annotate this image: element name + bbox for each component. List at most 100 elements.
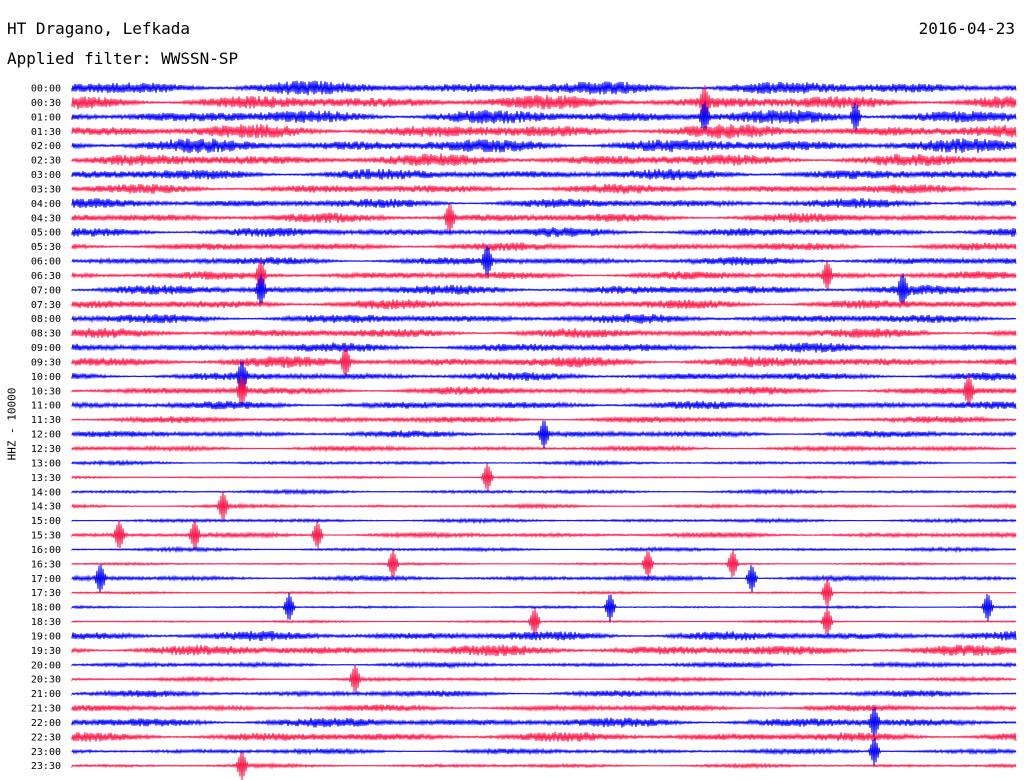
time-label: 01:30	[31, 127, 61, 138]
trace-line	[71, 227, 1017, 238]
trace-line	[71, 519, 1017, 550]
trace-line	[71, 463, 1017, 491]
time-label: 19:00	[31, 631, 61, 642]
trace-line	[71, 578, 1017, 606]
time-label: 03:30	[31, 184, 61, 195]
time-label: 17:30	[31, 588, 61, 599]
time-label: 02:30	[31, 156, 61, 167]
time-label: 00:30	[31, 98, 61, 109]
time-label: 09:30	[31, 357, 61, 368]
time-label: 05:00	[31, 228, 61, 239]
trace-line	[71, 168, 1017, 181]
trace-line	[71, 244, 1017, 277]
time-label: 08:00	[31, 314, 61, 325]
trace-line	[71, 737, 1017, 766]
trace-line	[71, 299, 1017, 310]
trace-line	[71, 259, 1017, 291]
trace-line	[71, 689, 1017, 699]
time-label: 06:30	[31, 271, 61, 282]
trace-line	[71, 488, 1017, 496]
time-label: 16:00	[31, 545, 61, 556]
trace-line	[71, 374, 1017, 407]
time-label: 07:00	[31, 285, 61, 296]
time-label: 16:30	[31, 559, 61, 570]
trace-line	[71, 153, 1017, 167]
time-label: 03:00	[31, 170, 61, 181]
time-label: 18:30	[31, 617, 61, 628]
trace-line	[71, 517, 1017, 525]
time-label: 20:00	[31, 660, 61, 671]
trace-line	[71, 80, 1017, 96]
trace-line	[71, 644, 1017, 657]
trace-line	[71, 203, 1017, 233]
trace-line	[71, 660, 1017, 670]
station-title: HT Dragano, Lefkada	[7, 19, 191, 38]
time-label: 04:00	[31, 199, 61, 210]
trace-line	[71, 545, 1017, 554]
time-label: 10:30	[31, 386, 61, 397]
trace-line	[71, 138, 1017, 154]
time-label: 21:30	[31, 704, 61, 715]
time-label: 14:30	[31, 502, 61, 513]
time-label: 23:30	[31, 761, 61, 772]
trace-line	[71, 101, 1017, 132]
time-label: 23:00	[31, 747, 61, 758]
time-label: 02:00	[31, 141, 61, 152]
time-label: 11:00	[31, 401, 61, 412]
trace-line	[71, 664, 1017, 693]
time-label: 15:00	[31, 516, 61, 527]
trace-line	[71, 549, 1017, 579]
time-label: 09:00	[31, 343, 61, 354]
trace-line	[71, 361, 1017, 395]
time-label: 13:30	[31, 473, 61, 484]
time-label: 13:00	[31, 458, 61, 469]
time-label: 12:00	[31, 430, 61, 441]
trace-line	[71, 183, 1017, 195]
time-label: 10:00	[31, 372, 61, 383]
time-label: 22:30	[31, 732, 61, 743]
time-label: 20:30	[31, 675, 61, 686]
trace-line	[71, 347, 1017, 378]
trace-line	[71, 592, 1017, 622]
record-date: 2016-04-23	[918, 19, 1015, 38]
trace-line	[71, 327, 1017, 339]
trace-line	[71, 400, 1017, 410]
trace-line	[71, 420, 1017, 450]
time-label: 17:00	[31, 574, 61, 585]
time-label: 19:30	[31, 646, 61, 657]
time-label: 15:30	[31, 531, 61, 542]
time-label: 06:00	[31, 257, 61, 268]
time-label: 14:00	[31, 487, 61, 498]
trace-line	[71, 242, 1017, 252]
time-label: 12:30	[31, 444, 61, 455]
time-label: 21:00	[31, 689, 61, 700]
trace-line	[71, 415, 1017, 424]
time-label: 05:30	[31, 242, 61, 253]
time-label: 01:00	[31, 112, 61, 123]
trace-line	[71, 703, 1017, 713]
trace-line	[71, 630, 1017, 642]
time-label: 22:00	[31, 718, 61, 729]
trace-line	[71, 342, 1017, 353]
trace-line	[71, 198, 1017, 209]
trace-line	[71, 313, 1017, 324]
trace-line	[71, 273, 1017, 306]
time-label: 11:30	[31, 415, 61, 426]
trace-line	[71, 459, 1017, 467]
time-label: 18:00	[31, 603, 61, 614]
time-label: 00:00	[31, 84, 61, 95]
trace-line	[71, 731, 1017, 742]
filter-label: Applied filter: WWSSN-SP	[7, 49, 239, 68]
trace-line	[71, 444, 1017, 453]
trace-line	[71, 564, 1017, 594]
trace-line	[71, 752, 1017, 780]
time-label: 04:30	[31, 213, 61, 224]
trace-line	[71, 123, 1017, 139]
trace-line	[71, 85, 1017, 121]
time-label: 08:30	[31, 329, 61, 340]
trace-line	[71, 606, 1017, 636]
trace-line	[71, 491, 1017, 520]
trace-line	[71, 707, 1017, 738]
time-label: 07:30	[31, 300, 61, 311]
